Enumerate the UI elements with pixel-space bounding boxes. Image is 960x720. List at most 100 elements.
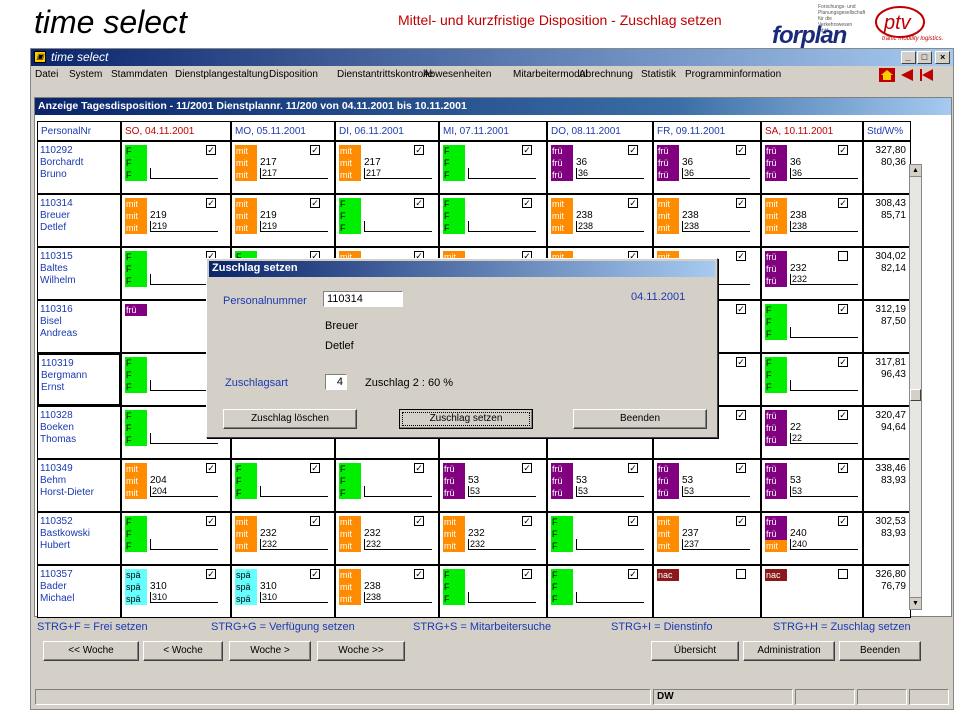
confirm-checkbox[interactable]: ✓ — [628, 463, 638, 473]
minimize-button[interactable]: _ — [901, 51, 916, 64]
shift-cell[interactable]: frü frü frü ✓ 22 22 — [761, 406, 863, 459]
scroll-down-icon[interactable]: ▼ — [910, 597, 921, 609]
service-input[interactable]: 53 — [468, 486, 536, 497]
shift-cell[interactable]: mit mit mit ✓ 232 232 — [439, 512, 547, 565]
service-input[interactable]: 237 — [682, 539, 750, 550]
service-input[interactable] — [150, 380, 218, 391]
confirm-checkbox[interactable] — [838, 251, 848, 261]
table-row-person[interactable]: 110319 Bergmann Ernst — [37, 353, 121, 406]
service-input[interactable] — [576, 592, 644, 603]
shift-cell[interactable]: frü frü frü ✓ 53 53 — [761, 459, 863, 512]
overview-button[interactable]: Übersicht — [651, 641, 739, 661]
confirm-checkbox[interactable]: ✓ — [838, 304, 848, 314]
set-surcharge-button[interactable]: Zuschlag setzen — [399, 409, 533, 429]
shift-cell[interactable]: mit mit mit ✓ 219 219 — [121, 194, 231, 247]
service-input[interactable]: 217 — [260, 168, 328, 179]
confirm-checkbox[interactable]: ✓ — [310, 145, 320, 155]
menu-item-0[interactable]: Datei — [35, 69, 59, 80]
shift-cell[interactable]: frü frü frü ✓ 53 53 — [653, 459, 761, 512]
service-input[interactable]: 238 — [682, 221, 750, 232]
service-input[interactable]: 232 — [260, 539, 328, 550]
prev-week-button[interactable]: < Woche — [143, 641, 223, 661]
shift-cell[interactable]: nac — [761, 565, 863, 618]
service-input[interactable] — [468, 168, 536, 179]
confirm-checkbox[interactable]: ✓ — [628, 198, 638, 208]
confirm-checkbox[interactable]: ✓ — [206, 198, 216, 208]
confirm-checkbox[interactable]: ✓ — [628, 516, 638, 526]
confirm-checkbox[interactable]: ✓ — [736, 357, 746, 367]
shift-cell[interactable]: frü frü frü ✓ 53 53 — [439, 459, 547, 512]
service-input[interactable]: 238 — [576, 221, 644, 232]
confirm-checkbox[interactable]: ✓ — [736, 463, 746, 473]
confirm-checkbox[interactable]: ✓ — [838, 145, 848, 155]
table-row-person[interactable]: 110292 Borchardt Bruno — [37, 141, 121, 194]
shift-cell[interactable]: mit mit mit ✓ 237 237 — [653, 512, 761, 565]
menu-item-9[interactable]: Statistik — [641, 69, 677, 80]
service-input[interactable]: 36 — [682, 168, 750, 179]
table-row-person[interactable]: 110314 Breuer Detlef — [37, 194, 121, 247]
confirm-checkbox[interactable]: ✓ — [310, 516, 320, 526]
confirm-checkbox[interactable]: ✓ — [736, 516, 746, 526]
menu-item-2[interactable]: Stammdaten — [111, 69, 168, 80]
service-input[interactable] — [576, 539, 644, 550]
service-input[interactable]: 310 — [150, 592, 218, 603]
dialog-exit-button[interactable]: Beenden — [573, 409, 707, 429]
table-row-person[interactable]: 110352 Bastkowski Hubert — [37, 512, 121, 565]
next-week-button[interactable]: Woche > — [229, 641, 311, 661]
menu-item-7[interactable]: Mitarbeitermodul — [513, 69, 588, 80]
shift-cell[interactable]: mit mit mit ✓ 217 217 — [335, 141, 439, 194]
confirm-checkbox[interactable]: ✓ — [414, 145, 424, 155]
confirm-checkbox[interactable]: ✓ — [736, 304, 746, 314]
shift-cell[interactable]: mit mit mit ✓ 232 232 — [335, 512, 439, 565]
window-titlebar[interactable]: ▣ time select _ □ × — [31, 49, 953, 66]
service-input[interactable] — [364, 486, 432, 497]
surcharge-type-field[interactable]: 4 — [325, 374, 347, 390]
service-input[interactable] — [260, 486, 328, 497]
scroll-thumb[interactable] — [910, 389, 921, 401]
next-next-week-button[interactable]: Woche >> — [317, 641, 405, 661]
back-start-icon[interactable] — [919, 68, 935, 82]
shift-cell[interactable]: frü frü frü ✓ 36 36 — [547, 141, 653, 194]
confirm-checkbox[interactable]: ✓ — [206, 145, 216, 155]
service-input[interactable] — [150, 433, 218, 444]
confirm-checkbox[interactable]: ✓ — [838, 516, 848, 526]
delete-surcharge-button[interactable]: Zuschlag löschen — [223, 409, 357, 429]
back-icon[interactable] — [899, 68, 915, 82]
service-input[interactable]: 310 — [260, 592, 328, 603]
table-row-person[interactable]: 110357 Bader Michael — [37, 565, 121, 618]
confirm-checkbox[interactable]: ✓ — [414, 569, 424, 579]
confirm-checkbox[interactable]: ✓ — [414, 463, 424, 473]
confirm-checkbox[interactable]: ✓ — [206, 569, 216, 579]
confirm-checkbox[interactable]: ✓ — [522, 198, 532, 208]
service-input[interactable]: 204 — [150, 486, 218, 497]
service-input[interactable]: 53 — [682, 486, 750, 497]
shift-cell[interactable]: spä spä spä ✓ 310 310 — [231, 565, 335, 618]
shift-cell[interactable]: frü frü frü ✓ 36 36 — [761, 141, 863, 194]
service-input[interactable] — [790, 327, 858, 338]
shift-cell[interactable]: mit mit mit ✓ 217 217 — [231, 141, 335, 194]
shift-cell[interactable]: mit mit mit ✓ 238 238 — [547, 194, 653, 247]
confirm-checkbox[interactable]: ✓ — [628, 145, 638, 155]
confirm-checkbox[interactable]: ✓ — [838, 463, 848, 473]
menu-item-5[interactable]: Dienstantrittskontrolle — [337, 69, 434, 80]
service-input[interactable]: 240 — [790, 539, 858, 550]
confirm-checkbox[interactable] — [736, 569, 746, 579]
service-input[interactable]: 232 — [468, 539, 536, 550]
table-row-person[interactable]: 110316 Bisel Andreas — [37, 300, 121, 353]
shift-cell[interactable]: mit mit mit ✓ 238 238 — [335, 565, 439, 618]
confirm-checkbox[interactable]: ✓ — [522, 463, 532, 473]
service-input[interactable] — [468, 221, 536, 232]
menu-item-3[interactable]: Dienstplangestaltung — [175, 69, 269, 80]
scroll-up-icon[interactable]: ▲ — [910, 165, 921, 177]
confirm-checkbox[interactable]: ✓ — [206, 463, 216, 473]
menu-item-4[interactable]: Disposition — [269, 69, 318, 80]
table-row-person[interactable]: 110349 Behm Horst-Dieter — [37, 459, 121, 512]
shift-cell[interactable]: mit mit mit ✓ 232 232 — [231, 512, 335, 565]
